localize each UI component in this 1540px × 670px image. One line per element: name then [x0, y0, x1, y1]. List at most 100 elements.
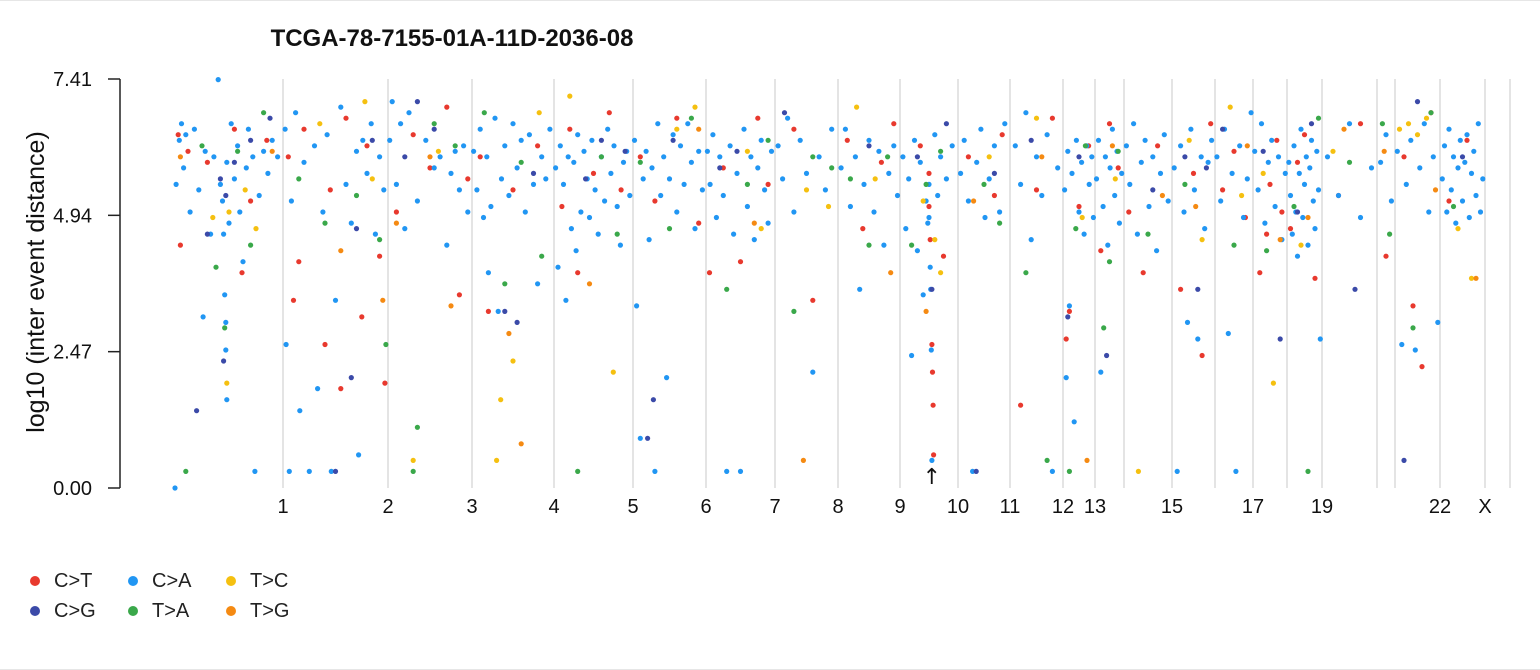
- mutation-point: [1405, 121, 1412, 127]
- mutation-point: [199, 143, 205, 149]
- mutation-point: [943, 121, 950, 127]
- mutation-point: [938, 148, 944, 154]
- mutation-point: [1475, 121, 1481, 127]
- mutation-point: [296, 176, 302, 182]
- mutation-point: [364, 170, 370, 176]
- mutation-point: [1119, 170, 1125, 176]
- mutation-point: [539, 253, 545, 259]
- mutation-point: [235, 148, 241, 154]
- mutation-point: [791, 308, 797, 314]
- mutation-point: [734, 148, 740, 154]
- mutation-point: [1123, 143, 1129, 149]
- legend-item: T>C: [226, 568, 324, 594]
- mutation-point: [410, 468, 416, 474]
- mutation-point: [382, 380, 388, 386]
- mutation-point: [1142, 137, 1148, 143]
- mutation-point: [925, 220, 931, 226]
- mutation-point: [688, 159, 695, 165]
- chromosome-label: 5: [627, 496, 638, 518]
- mutation-point: [929, 341, 935, 348]
- mutation-point: [1055, 165, 1061, 171]
- mutation-point: [1202, 226, 1208, 232]
- mutation-point: [1287, 192, 1294, 199]
- legend-swatch-icon: [30, 576, 40, 586]
- mutation-point: [543, 176, 549, 182]
- mutation-point: [1098, 248, 1104, 254]
- mutation-point: [965, 198, 972, 204]
- mutation-point: [1231, 148, 1237, 154]
- mutation-point: [362, 99, 368, 105]
- mutation-point: [748, 154, 754, 160]
- mutation-point: [844, 137, 850, 143]
- mutation-point: [1049, 115, 1055, 121]
- mutation-point: [803, 170, 810, 176]
- mutation-point: [557, 143, 563, 149]
- mutation-point: [1049, 468, 1055, 474]
- mutation-point: [183, 468, 189, 474]
- mutation-point: [737, 468, 744, 474]
- mutation-point: [1171, 165, 1177, 171]
- mutation-point: [1417, 165, 1423, 171]
- mutation-point: [1063, 375, 1069, 381]
- mutation-point: [1396, 126, 1403, 132]
- mutation-point: [720, 192, 726, 199]
- mutation-point: [622, 148, 628, 154]
- mutation-point: [1357, 121, 1364, 127]
- mutation-point: [356, 452, 362, 458]
- mutation-point: [1066, 308, 1072, 314]
- mutation-point: [617, 242, 624, 248]
- mutation-point: [1063, 336, 1069, 342]
- mutation-point: [514, 165, 520, 171]
- mutation-point: [1190, 170, 1197, 176]
- mutation-point: [372, 231, 378, 237]
- mutation-point: [217, 176, 223, 182]
- kataegis-arrow-icon: ↑: [923, 465, 941, 490]
- mutation-point: [288, 198, 294, 204]
- mutation-point: [1274, 137, 1280, 143]
- mutation-point: [871, 209, 877, 215]
- mutation-point: [510, 121, 516, 127]
- mutation-point: [414, 424, 420, 430]
- mutation-point: [187, 209, 193, 215]
- mutation-point: [1188, 126, 1194, 132]
- chromosome-label: 9: [894, 496, 905, 518]
- mutation-point: [1255, 187, 1261, 193]
- chromosome-label: 11: [1000, 496, 1021, 518]
- legend-item: C>T: [30, 568, 128, 594]
- mutation-point: [324, 132, 330, 138]
- mutation-point: [618, 187, 624, 193]
- mutation-point: [1282, 170, 1288, 176]
- mutation-point: [717, 165, 723, 171]
- mutation-point: [306, 468, 312, 474]
- legend-swatch-icon: [128, 576, 138, 586]
- mutation-point: [909, 352, 915, 359]
- mutation-point: [931, 452, 937, 458]
- mutation-point: [991, 192, 998, 199]
- mutation-point: [360, 137, 366, 143]
- mutation-point: [1150, 187, 1156, 193]
- mutation-point: [727, 143, 733, 149]
- chromosome-label: 1: [277, 496, 288, 518]
- mutation-point: [1308, 137, 1315, 143]
- mutation-point: [598, 137, 605, 143]
- mutation-point: [1394, 148, 1400, 154]
- mutation-point: [1459, 198, 1466, 204]
- mutation-point: [847, 203, 854, 210]
- mutation-point: [480, 214, 487, 221]
- mutation-point: [857, 286, 863, 292]
- mutation-point: [444, 242, 450, 248]
- mutation-point: [1432, 187, 1439, 193]
- mutation-point: [866, 143, 872, 149]
- mutation-point: [1126, 209, 1132, 215]
- mutation-point: [927, 237, 933, 243]
- legend-label: C>G: [54, 599, 96, 622]
- mutation-point: [172, 485, 178, 491]
- mutation-point: [741, 126, 747, 132]
- mutation-point: [571, 159, 577, 165]
- mutation-point: [1079, 214, 1085, 221]
- y-axis-label: log10 (inter event distance): [22, 131, 50, 433]
- mutation-point: [1412, 347, 1418, 353]
- mutation-point: [696, 126, 702, 132]
- mutation-point: [535, 281, 541, 287]
- mutation-point: [670, 137, 676, 143]
